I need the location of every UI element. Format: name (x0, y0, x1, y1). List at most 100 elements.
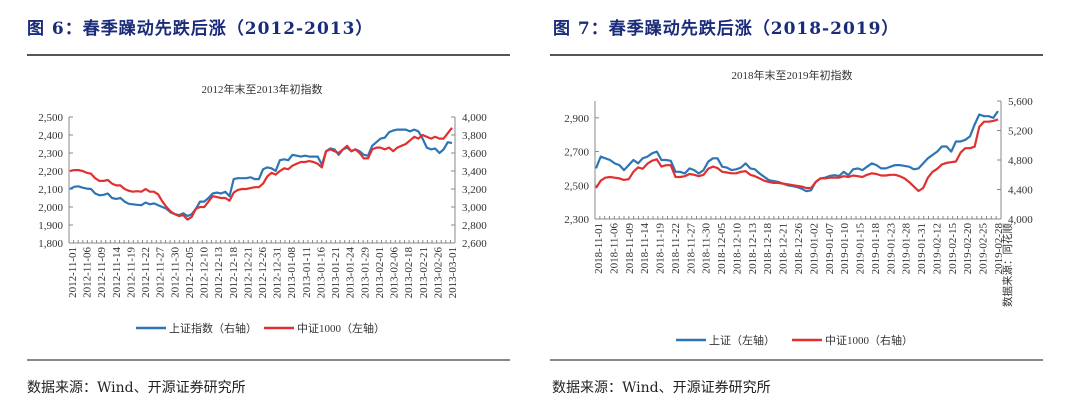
x-tick-label: 2019-02-28 (993, 223, 1005, 275)
figure-title: 图 6：春季躁动先跌后涨（2012-2013） (27, 19, 374, 39)
x-tick-label: 2012-11-30 (169, 247, 181, 298)
x-tick-label: 2013-01-29 (359, 247, 371, 299)
right-y-tick-label: 4,000 (462, 112, 487, 124)
x-tick-label: 2018-11-30 (701, 223, 713, 274)
chart-title: 2018年末至2019年初指数 (732, 68, 853, 82)
left-y-tick-label: 1,900 (38, 220, 63, 232)
x-tick-label: 2019-02-25 (978, 223, 990, 275)
x-tick-label: 2012-11-19 (125, 247, 137, 298)
x-tick-label: 2012-11-22 (140, 247, 152, 298)
right-y-tick-label: 3,200 (462, 184, 487, 196)
x-tick-label: 2012-11-01 (67, 247, 79, 298)
x-tick-label: 2013-02-01 (374, 247, 386, 298)
x-tick-label: 2019-01-18 (870, 223, 882, 275)
x-tick-label: 2019-01-28 (901, 223, 913, 275)
data-source-note: 数据来源：Wind、开源证券研究所 (552, 380, 771, 396)
left-y-tick-label: 2,200 (38, 166, 63, 178)
x-tick-label: 2013-01-21 (330, 247, 342, 298)
x-tick-label: 2012-11-06 (82, 247, 94, 298)
x-tick-label: 2018-11-27 (685, 223, 697, 274)
x-tick-label: 2012-11-09 (96, 247, 108, 298)
x-tick-label: 2013-01-24 (345, 247, 357, 299)
x-tick-label: 2013-03-01 (447, 247, 459, 298)
title-divider (27, 54, 510, 56)
left-y-tick-label: 2,000 (38, 202, 63, 214)
x-tick-label: 2012-11-14 (111, 247, 123, 298)
x-tick-label: 2013-02-06 (389, 247, 401, 299)
x-tick-label: 2012-11-27 (155, 247, 167, 298)
right-y-tick-label: 3,600 (462, 148, 487, 160)
figure-6-panel: 图 6：春季躁动先跌后涨（2012-2013） 数据来源：Wind、开源证券研究… (27, 19, 510, 396)
x-tick-label: 2019-01-23 (885, 223, 897, 275)
x-tick-label: 2018-12-26 (793, 223, 805, 275)
x-tick-label: 2013-01-11 (301, 247, 313, 298)
footer-divider (550, 359, 1043, 361)
x-tick-label: 2018-11-19 (655, 223, 667, 274)
series-line (595, 118, 999, 193)
left-y-tick-label: 2,500 (38, 112, 63, 124)
left-y-tick-label: 2,300 (38, 148, 63, 160)
legend-label: 上证指数（右轴） (169, 321, 257, 335)
x-tick-label: 2012-12-31 (272, 247, 284, 298)
x-tick-label: 2018-12-05 (716, 223, 728, 275)
x-tick-label: 2019-01-31 (916, 223, 928, 274)
left-y-tick-label: 2,100 (38, 184, 63, 196)
right-y-tick-label: 3,400 (462, 166, 487, 178)
x-tick-label: 2018-11-09 (624, 223, 636, 274)
x-tick-label: 2018-11-22 (670, 223, 682, 274)
x-tick-label: 2013-02-21 (418, 247, 430, 298)
x-tick-label: 2019-01-02 (808, 223, 820, 274)
left-y-tick-label: 2,300 (564, 214, 589, 226)
x-tick-label: 2019-02-12 (931, 223, 943, 274)
figure-title: 图 7：春季躁动先跌后涨（2018-2019） (553, 19, 900, 39)
side-source-note: 数据来源：同花顺 (1001, 223, 1014, 307)
chart-title: 2012年末至2013年初指数 (202, 82, 323, 96)
data-source-note: 数据来源：Wind、开源证券研究所 (27, 380, 246, 396)
x-tick-label: 2012-12-10 (199, 247, 211, 299)
x-tick-label: 2018-12-18 (762, 223, 774, 275)
x-tick-label: 2018-11-14 (639, 223, 651, 274)
x-tick-label: 2018-12-13 (747, 223, 759, 275)
x-tick-label: 2012-12-05 (184, 247, 196, 299)
right-y-tick-label: 5,200 (1008, 126, 1033, 138)
x-tick-label: 2019-02-20 (962, 223, 974, 275)
x-tick-label: 2019-01-10 (839, 223, 851, 275)
x-tick-label: 2012-12-18 (228, 247, 240, 299)
chart-body: 2012年末至2013年初指数 1,800 1,900 2,000 2,100 2,200… (38, 82, 487, 335)
right-y-tick-label: 4,000 (1008, 214, 1033, 226)
right-y-tick-label: 5,600 (1008, 96, 1033, 108)
x-tick-label: 2013-01-08 (286, 247, 298, 299)
right-y-tick-label: 4,400 (1008, 185, 1033, 197)
x-tick-label: 2012-12-21 (242, 247, 254, 298)
x-tick-label: 2019-01-15 (855, 223, 867, 275)
series-line (69, 127, 453, 221)
x-tick-label: 2012-12-26 (257, 247, 269, 299)
series-line (594, 110, 999, 193)
x-tick-label: 2018-11-06 (608, 223, 620, 274)
right-y-tick-label: 4,800 (1008, 155, 1033, 167)
footer-divider (27, 359, 510, 361)
x-tick-label: 2013-02-26 (432, 247, 444, 299)
left-y-tick-label: 2,500 (564, 180, 589, 192)
right-y-tick-label: 2,600 (462, 238, 487, 250)
x-tick-label: 2013-02-18 (403, 247, 415, 299)
right-y-tick-label: 2,800 (462, 220, 487, 232)
x-tick-label: 2013-01-16 (315, 247, 327, 299)
legend-label: 中证1000（右轴） (825, 333, 913, 347)
series-line (69, 128, 453, 218)
legend-label: 上证（左轴） (709, 333, 775, 347)
x-tick-label: 2018-12-10 (731, 223, 743, 275)
chart-body: 2018年末至2019年初指数 2,300 2,500 2,700 2,900 4,000… (564, 68, 1033, 347)
left-y-tick-label: 2,900 (564, 113, 589, 125)
title-divider (550, 54, 1043, 56)
x-tick-label: 2012-12-13 (213, 247, 225, 299)
x-tick-label: 2019-01-07 (824, 223, 836, 275)
x-tick-label: 2018-12-21 (778, 223, 790, 274)
legend-label: 中证1000（左轴） (297, 321, 385, 335)
right-y-tick-label: 3,000 (462, 202, 487, 214)
left-y-tick-label: 2,700 (564, 147, 589, 159)
right-y-tick-label: 3,800 (462, 130, 487, 142)
x-tick-label: 2018-11-01 (593, 223, 605, 274)
